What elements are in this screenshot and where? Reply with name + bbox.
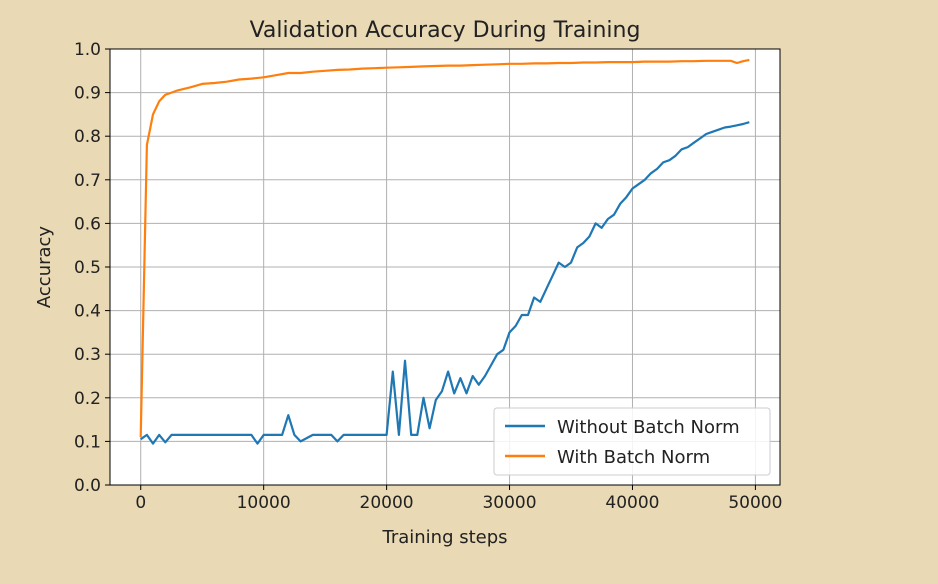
series-lines: [139, 58, 750, 445]
y-tick-label: 0.9: [74, 84, 101, 104]
x-tick-label: 10000: [237, 493, 291, 513]
x-axis-label: Training steps: [381, 527, 507, 548]
y-tick-label: 0.3: [74, 345, 101, 365]
legend-label-with-batch-norm: With Batch Norm: [557, 447, 710, 468]
legend-label-without-batch-norm: Without Batch Norm: [557, 417, 740, 438]
y-tick-label: 0.7: [74, 171, 101, 191]
y-tick-label: 0.1: [74, 432, 101, 452]
axis-ticks: 0 10000 20000 30000 40000 50000 0.0 0.1 0.2 0.3 0.…: [74, 40, 783, 513]
y-tick-label: 1.0: [74, 40, 101, 60]
x-tick-label: 50000: [728, 493, 782, 513]
y-tick-label: 0.6: [74, 214, 101, 234]
y-tick-label: 0.4: [74, 302, 101, 322]
grid-lines: [110, 48, 780, 486]
x-tick-label: 20000: [360, 493, 414, 513]
x-tick-label: 40000: [605, 493, 659, 513]
y-axis-label: Accuracy: [34, 226, 55, 309]
y-tick-label: 0.8: [74, 127, 101, 147]
legend-box: [493, 407, 771, 476]
legend: Without Batch Norm With Batch Norm: [493, 407, 771, 476]
y-tick-label: 0.5: [74, 258, 101, 278]
y-tick-label: 0.0: [74, 476, 101, 496]
x-tick-label: 30000: [482, 493, 536, 513]
y-tick-label: 0.2: [74, 389, 101, 409]
series-line-without-batch-norm: [140, 121, 750, 445]
series-line-with-batch-norm: [139, 58, 750, 438]
chart-title: Validation Accuracy During Training: [250, 18, 641, 43]
x-tick-label: 0: [135, 493, 146, 513]
